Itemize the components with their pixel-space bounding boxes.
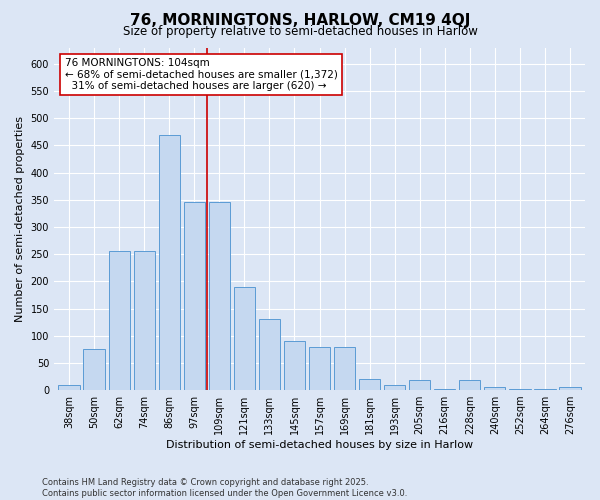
- Text: Size of property relative to semi-detached houses in Harlow: Size of property relative to semi-detach…: [122, 25, 478, 38]
- Bar: [259, 320, 280, 390]
- Text: 76 MORNINGTONS: 104sqm
← 68% of semi-detached houses are smaller (1,372)
  31% o: 76 MORNINGTONS: 104sqm ← 68% of semi-det…: [65, 58, 338, 91]
- X-axis label: Distribution of semi-detached houses by size in Harlow: Distribution of semi-detached houses by …: [166, 440, 473, 450]
- Bar: [184, 202, 205, 390]
- Y-axis label: Number of semi-detached properties: Number of semi-detached properties: [15, 116, 25, 322]
- Bar: [209, 202, 230, 390]
- Bar: [234, 287, 255, 390]
- Bar: [359, 379, 380, 390]
- Bar: [484, 388, 505, 390]
- Bar: [158, 134, 180, 390]
- Bar: [134, 252, 155, 390]
- Text: 76, MORNINGTONS, HARLOW, CM19 4QJ: 76, MORNINGTONS, HARLOW, CM19 4QJ: [130, 12, 470, 28]
- Text: Contains HM Land Registry data © Crown copyright and database right 2025.
Contai: Contains HM Land Registry data © Crown c…: [42, 478, 407, 498]
- Bar: [534, 389, 556, 390]
- Bar: [434, 389, 455, 390]
- Bar: [109, 252, 130, 390]
- Bar: [509, 389, 530, 390]
- Bar: [459, 380, 481, 390]
- Bar: [559, 388, 581, 390]
- Bar: [334, 346, 355, 390]
- Bar: [58, 384, 80, 390]
- Bar: [83, 350, 105, 390]
- Bar: [409, 380, 430, 390]
- Bar: [384, 384, 406, 390]
- Bar: [284, 341, 305, 390]
- Bar: [309, 346, 330, 390]
